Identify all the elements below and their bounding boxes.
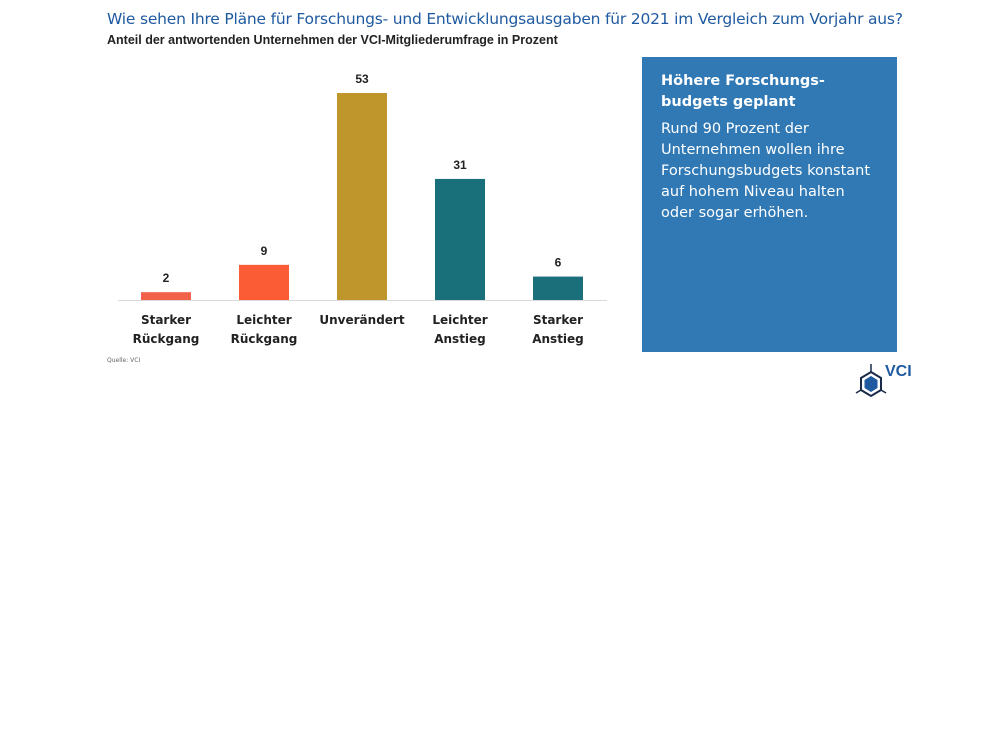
vci-logo: VCI <box>854 362 918 404</box>
data-label-1: 9 <box>261 244 268 258</box>
chart-subtitle: Anteil der antwortenden Unternehmen der … <box>107 33 558 47</box>
category-label-0: Starker Rückgang <box>133 313 200 346</box>
bar-1 <box>239 264 289 300</box>
info-heading: Höhere Forschungs-budgets geplant <box>661 73 825 110</box>
data-label-4: 6 <box>555 256 562 270</box>
bar-2 <box>337 93 387 300</box>
page-title: Wie sehen Ihre Pläne für Forschungs- und… <box>107 10 903 28</box>
category-label-4: Starker Anstieg <box>532 313 584 346</box>
bar-4 <box>533 276 583 300</box>
data-label-0: 2 <box>163 271 170 285</box>
category-label-1: Leichter Rückgang <box>231 313 298 346</box>
category-label-3: Leichter Anstieg <box>432 313 487 346</box>
data-label-3: 31 <box>453 158 467 172</box>
source-note: Quelle: VCI <box>107 357 141 364</box>
bar-3 <box>435 178 485 300</box>
info-box: Höhere Forschungs-budgets geplant Rund 9… <box>642 57 897 352</box>
bar-chart: 2 Starker Rückgang 9 Leichter Rückgang 53 Unver… <box>118 72 607 346</box>
data-label-2: 53 <box>355 72 369 86</box>
logo-text: VCI <box>885 363 912 380</box>
hexagon-molecule-icon <box>855 364 887 398</box>
bar-0 <box>141 292 191 300</box>
info-body: Rund 90 Prozent der Unternehmen wollen i… <box>661 121 871 221</box>
category-label-2: Unverändert <box>319 313 404 327</box>
